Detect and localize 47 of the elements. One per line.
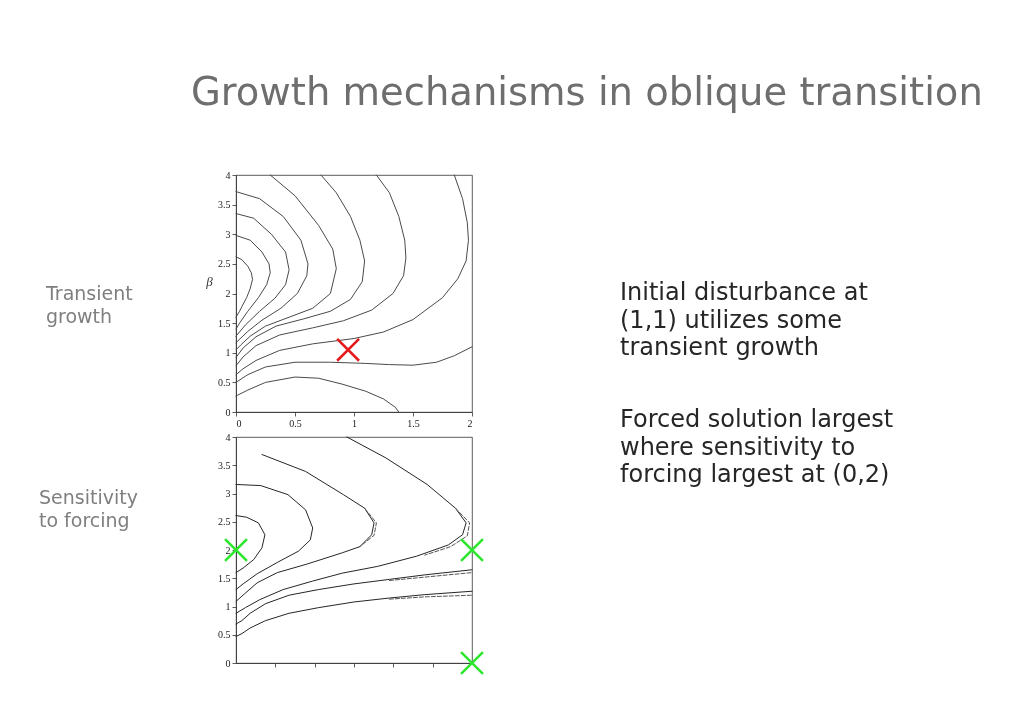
y-tick-label: 3.5 xyxy=(218,199,231,211)
y-tick-label: 4 xyxy=(225,431,231,443)
line-series xyxy=(235,174,469,376)
line-series xyxy=(235,174,407,367)
line-series xyxy=(235,569,473,625)
line-series xyxy=(235,376,400,413)
y-tick-label: 3 xyxy=(225,488,231,499)
x-tick-label: 1 xyxy=(352,417,357,429)
y-tick-label: 0.5 xyxy=(218,376,231,388)
line-series xyxy=(235,590,473,637)
line-series xyxy=(235,174,337,351)
line-series xyxy=(424,507,471,556)
line-series xyxy=(235,346,473,383)
y-tick-label: 2.5 xyxy=(218,516,231,528)
y-tick-label: 2.5 xyxy=(218,258,231,270)
y-tick-label: 1 xyxy=(225,347,231,359)
line-series xyxy=(235,234,271,330)
y-tick-label: 1.5 xyxy=(218,572,231,584)
line-series xyxy=(359,507,377,548)
line-series xyxy=(235,213,290,337)
y-tick-label: 2 xyxy=(225,544,231,556)
x-tick-label: 2 xyxy=(467,417,473,429)
x-tick-label: 0.5 xyxy=(289,417,302,429)
line-series xyxy=(235,256,254,318)
text: Initial disturbance at (1,1) utilizes some transient growth xyxy=(620,278,868,361)
y-tick-label: 0 xyxy=(225,657,231,669)
line-series xyxy=(235,436,467,614)
x-tick-label: 0 xyxy=(236,417,242,429)
line-series xyxy=(235,483,314,591)
text: Forced solution largest where sensitivity to forcing largest at (0,2) xyxy=(620,405,894,488)
line-series xyxy=(235,454,375,602)
y-tick-label: 4 xyxy=(225,169,231,181)
text: Transient growth xyxy=(45,282,133,327)
line-series xyxy=(235,515,266,574)
x-tick-label: 1.5 xyxy=(407,417,420,429)
text: Growth mechanisms in oblique transition xyxy=(191,69,983,114)
y-axis-title: β xyxy=(205,274,214,290)
line-series xyxy=(235,191,309,344)
y-tick-label: 2 xyxy=(225,288,231,299)
y-tick-label: 1.5 xyxy=(218,317,231,329)
y-tick-label: 0.5 xyxy=(218,629,231,641)
y-tick-label: 3 xyxy=(225,228,231,240)
line-series xyxy=(235,174,366,358)
text: Sensitivity to forcing xyxy=(39,486,138,531)
y-tick-label: 3.5 xyxy=(218,459,231,471)
y-tick-label: 1 xyxy=(225,601,231,612)
y-tick-label: 0 xyxy=(225,406,231,418)
